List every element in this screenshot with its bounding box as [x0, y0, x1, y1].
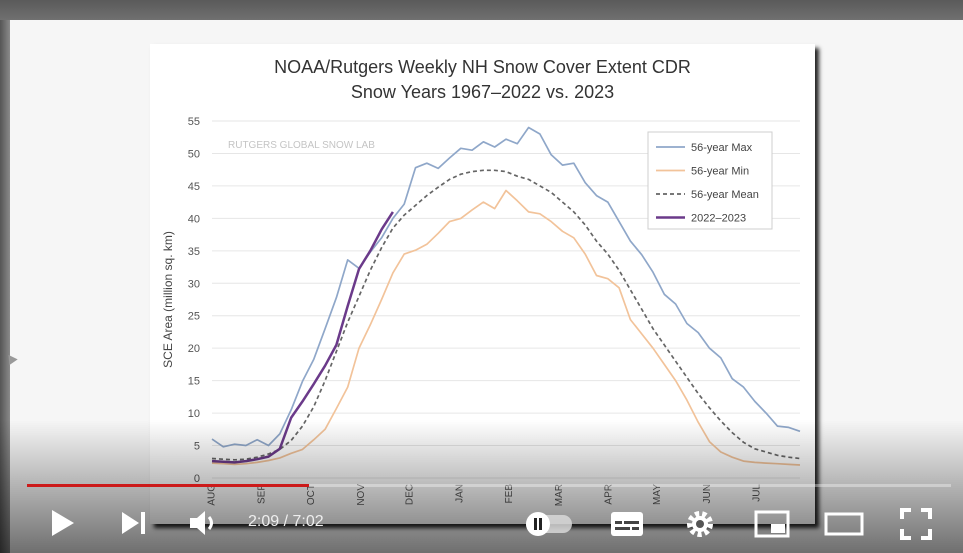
- current-time: 2:09: [248, 513, 280, 530]
- y-tick-label: 50: [188, 148, 200, 160]
- progress-bar[interactable]: [27, 484, 951, 487]
- legend-label: 56-year Mean: [691, 189, 759, 201]
- y-tick-label: 10: [188, 408, 200, 420]
- fullscreen-icon[interactable]: [900, 508, 932, 540]
- y-tick-label: 15: [188, 376, 200, 388]
- y-tick-label: 30: [188, 278, 200, 290]
- play-icon[interactable]: [50, 508, 76, 538]
- duration: 7:02: [292, 513, 324, 530]
- time-separator: /: [279, 513, 293, 530]
- legend-label: 56-year Max: [691, 142, 753, 154]
- legend-label: 56-year Min: [691, 166, 749, 178]
- y-tick-label: 35: [188, 246, 200, 258]
- y-tick-label: 25: [188, 311, 200, 323]
- subtitles-icon[interactable]: [610, 510, 644, 538]
- miniplayer-icon[interactable]: [754, 510, 790, 538]
- time-display: 2:09 / 7:02: [248, 513, 324, 531]
- theater-mode-icon[interactable]: [824, 511, 864, 537]
- autoplay-pause-toggle-icon[interactable]: [524, 511, 574, 537]
- y-tick-label: 40: [188, 213, 200, 225]
- series-line-3: [211, 169, 801, 461]
- chart-title: NOAA/Rutgers Weekly NH Snow Cover Extent…: [274, 57, 691, 77]
- left-edge: [0, 20, 10, 553]
- progress-bar-played: [27, 484, 309, 487]
- series-line-1: [211, 126, 801, 448]
- y-tick-label: 45: [188, 181, 200, 193]
- skip-next-icon[interactable]: [120, 510, 148, 536]
- y-tick-label: 20: [188, 343, 200, 355]
- top-bar: [0, 0, 963, 20]
- legend-label: 2022–2023: [691, 213, 746, 225]
- volume-icon[interactable]: [188, 508, 220, 538]
- gear-icon[interactable]: [684, 508, 716, 540]
- y-axis-label: SCE Area (million sq. km): [161, 231, 175, 368]
- y-tick-label: 55: [188, 116, 200, 128]
- chart-subtitle: Snow Years 1967–2022 vs. 2023: [350, 82, 615, 102]
- watermark: RUTGERS GLOBAL SNOW LAB: [228, 140, 375, 151]
- legend-box: [647, 131, 773, 230]
